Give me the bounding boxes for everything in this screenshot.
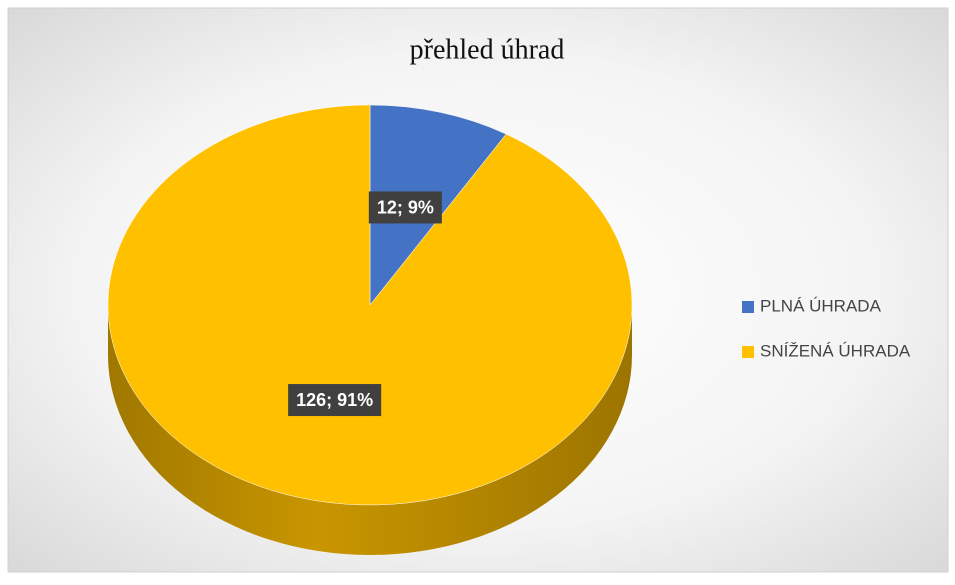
data-label: 126; 91% <box>296 390 373 410</box>
legend-swatch <box>742 301 754 313</box>
data-label-box <box>288 384 382 417</box>
pie-slice <box>107 104 633 506</box>
chart-title: přehled úhrad <box>410 34 565 65</box>
pie-side <box>108 305 632 555</box>
data-label-box <box>368 191 442 224</box>
legend-swatch <box>742 346 754 358</box>
data-label: 12; 9% <box>377 197 434 217</box>
legend-label: PLNÁ ÚHRADA <box>760 296 882 315</box>
legend-label: SNÍŽENÁ ÚHRADA <box>760 341 911 360</box>
